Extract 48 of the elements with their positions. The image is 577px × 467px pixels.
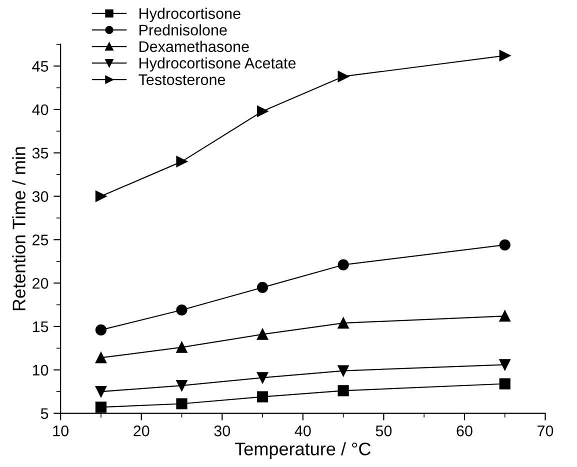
point (338, 385, 349, 396)
y-tick-label: 25 (32, 234, 48, 246)
legend-label: Hydrocortisone (140, 8, 240, 22)
point (499, 310, 510, 322)
point (499, 239, 510, 250)
legend-label: Prednisolone (140, 24, 227, 36)
x-tick-label: 20 (134, 426, 150, 436)
point (338, 259, 349, 270)
point (256, 282, 268, 293)
point (256, 106, 268, 117)
point (338, 70, 349, 82)
point (256, 391, 268, 402)
legend-label: Hydrocortisone Acetate (140, 57, 296, 72)
x-tick-label: 50 (376, 426, 392, 436)
y-tick-label: 15 (32, 322, 48, 332)
point (95, 402, 107, 413)
point (95, 324, 107, 336)
point (95, 352, 107, 364)
y-tick-label: 20 (32, 278, 48, 289)
x-tick-label: 60 (456, 426, 472, 436)
y-tick-label: 45 (32, 61, 48, 72)
point (176, 342, 188, 353)
legend-label: Testosterone (138, 74, 226, 86)
y-tick-label: 10 (32, 364, 48, 376)
x-tick-label: 10 (53, 426, 68, 436)
point (338, 317, 349, 329)
x-axis-title: Temperature / °C (235, 442, 371, 459)
point (256, 328, 268, 340)
point (95, 190, 107, 202)
y-tick-label: 5 (40, 408, 48, 419)
point (176, 304, 188, 316)
y-axis-title: Retention Time / min (12, 147, 26, 310)
y-tick-label: 40 (32, 104, 48, 116)
legend-label: Dexamethasone (140, 40, 249, 52)
point (176, 380, 188, 392)
x-tick-label: 30 (214, 426, 230, 436)
point (95, 386, 107, 398)
x-tick-label: 70 (538, 426, 554, 436)
point (499, 378, 510, 390)
point (256, 372, 268, 384)
point (499, 359, 510, 370)
x-tick-label: 40 (294, 426, 311, 436)
point (176, 398, 188, 410)
point (338, 365, 349, 376)
point (176, 156, 188, 168)
y-tick-label: 35 (32, 148, 48, 159)
y-tick-label: 30 (32, 191, 48, 202)
point (499, 50, 510, 62)
